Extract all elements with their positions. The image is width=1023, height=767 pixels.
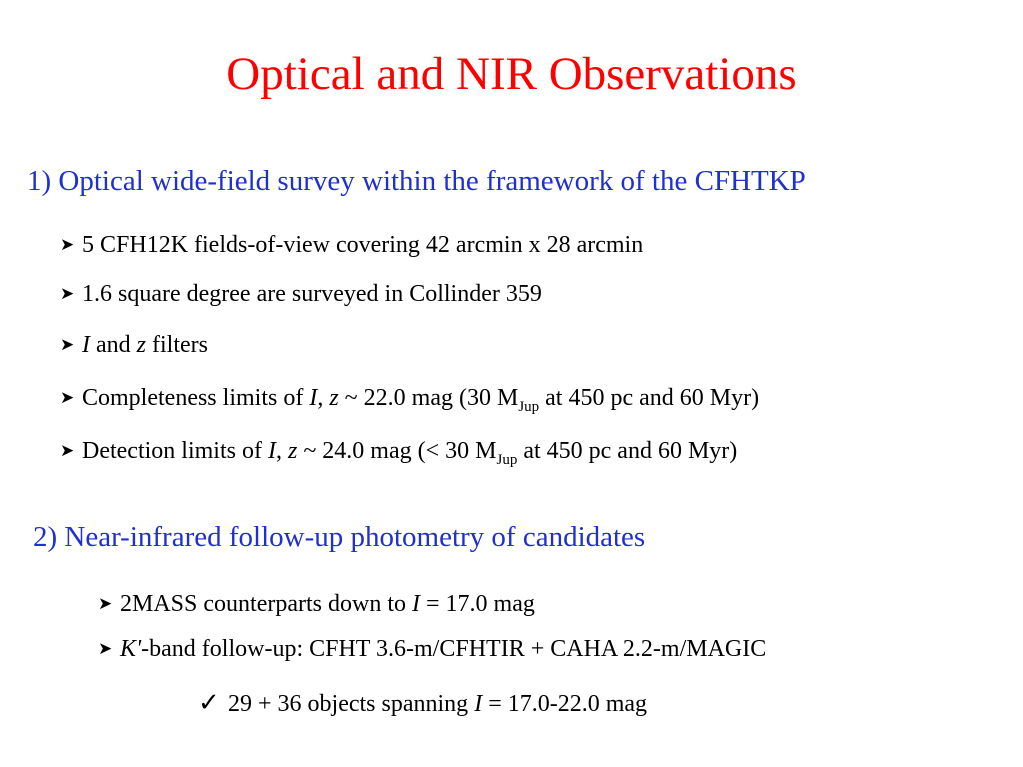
bullet-filters: ➤ I and z filters <box>60 330 208 360</box>
filter-i: I <box>267 438 276 464</box>
bullet-detection-limits: ➤ Detection limits of I, z ~ 24.0 mag (< … <box>60 436 738 468</box>
bullet-text-pre: Completeness limits of <box>82 385 310 411</box>
bullet-text-post: = 17.0 mag <box>419 591 535 617</box>
arrowhead-bullet-icon: ➤ <box>60 441 75 460</box>
bullet-text: 1.6 square degree are surveyed in Collin… <box>82 281 542 307</box>
bullet-text-post: at 450 pc and 60 Myr) <box>539 385 760 411</box>
filter-i: I <box>474 691 483 717</box>
slide-title: Optical and NIR Observations <box>226 48 797 100</box>
bullet-text-pre: Detection limits of <box>82 438 268 464</box>
arrowhead-bullet-icon: ➤ <box>98 594 113 613</box>
bullet-fields-of-view: ➤ 5 CFH12K fields-of-view covering 42 arc… <box>60 230 643 260</box>
arrowhead-bullet-icon: ➤ <box>60 335 75 354</box>
bullet-text-mid: ~ 22.0 mag (30 M <box>338 385 519 411</box>
bullet-2mass-counterparts: ➤ 2MASS counterparts down to I = 17.0 mag <box>98 589 535 619</box>
bullet-text-pre: 2MASS counterparts down to <box>120 591 412 617</box>
filter-i: I <box>411 591 420 617</box>
bullet-text-comma: , <box>317 385 330 411</box>
band-k-prime: K' <box>120 636 142 662</box>
bullet-text: 5 CFH12K fields-of-view covering 42 arcm… <box>82 232 644 258</box>
arrowhead-bullet-icon: ➤ <box>60 284 75 303</box>
check-item-objects: ✓ 29 + 36 objects spanning I = 17.0-22.0 … <box>198 688 647 719</box>
section-1-heading: 1) Optical wide-field survey within the … <box>27 165 806 197</box>
bullet-text-rest: filters <box>146 332 208 358</box>
subscript-jup: Jup <box>496 452 518 468</box>
filter-z: z <box>287 438 298 464</box>
arrowhead-bullet-icon: ➤ <box>98 639 113 658</box>
bullet-text-post: -band follow-up: CFHT 3.6-m/CFHTIR + CAH… <box>141 636 767 662</box>
checkmark-icon: ✓ <box>198 688 220 718</box>
filter-z: z <box>329 385 339 411</box>
subscript-jup: Jup <box>518 399 540 415</box>
bullet-surveyed-area: ➤ 1.6 square degree are surveyed in Colli… <box>60 279 542 309</box>
arrowhead-bullet-icon: ➤ <box>60 388 75 407</box>
filter-i: I <box>309 385 318 411</box>
check-text-post: = 17.0-22.0 mag <box>482 691 648 717</box>
filter-z: z <box>136 332 146 358</box>
bullet-kband-follow-up: ➤ K'-band follow-up: CFHT 3.6-m/CFHTIR + … <box>98 634 766 664</box>
bullet-completeness-limits: ➤ Completeness limits of I, z ~ 22.0 mag … <box>60 383 760 415</box>
bullet-text-mid: ~ 24.0 mag (< 30 M <box>297 438 497 464</box>
bullet-text-comma: , <box>275 438 288 464</box>
bullet-text-and: and <box>90 332 137 358</box>
arrowhead-bullet-icon: ➤ <box>60 235 75 254</box>
section-2-heading: 2) Near-infrared follow-up photometry of… <box>33 521 646 553</box>
check-text-pre: 29 + 36 objects spanning <box>228 691 475 717</box>
filter-i: I <box>82 332 90 358</box>
bullet-text-post: at 450 pc and 60 Myr) <box>517 438 738 464</box>
